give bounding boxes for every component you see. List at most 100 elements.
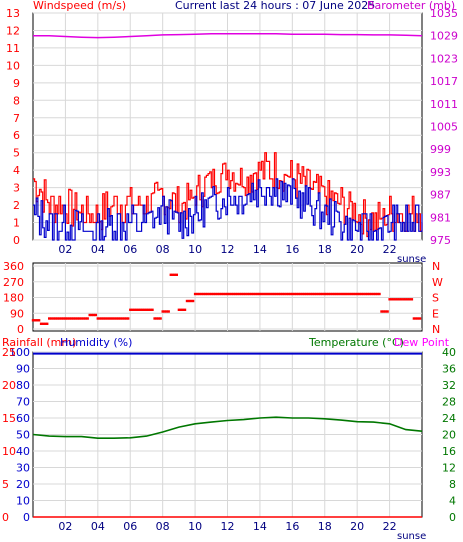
wind-direction-point xyxy=(347,292,351,296)
baro-y-tick-1017: 1017 xyxy=(430,75,458,88)
wind-direction-point xyxy=(289,292,292,296)
wind-direction-point xyxy=(78,317,81,320)
wind-direction-point xyxy=(224,292,227,296)
wind-direction-point xyxy=(402,298,405,301)
rain-y-tick-15: 15 xyxy=(2,412,16,425)
x-axis-labels-top: 02 04 06 08 10 12 14 16 18 20 22 xyxy=(58,243,396,256)
wind-direction-point xyxy=(372,292,375,296)
wind-direction-point xyxy=(362,292,365,296)
wind-direction-point xyxy=(305,292,308,296)
wind-direction-point xyxy=(382,310,385,313)
wind-direction-point xyxy=(74,317,77,320)
x-tick-label-14: 14 xyxy=(253,520,267,533)
wind-direction-point xyxy=(258,292,262,296)
sunset-label-top: sunse xyxy=(397,254,426,265)
wind-direction-point xyxy=(139,308,142,311)
wind-direction-point xyxy=(212,292,215,296)
dir-compass-label-N: N xyxy=(432,323,440,336)
wind-direction-point xyxy=(380,310,383,313)
wind-direction-point xyxy=(238,292,241,296)
wind-direction-point xyxy=(208,292,211,296)
wind-direction-point xyxy=(92,313,95,317)
wind-direction-point xyxy=(368,292,371,296)
wind-direction-point xyxy=(248,292,251,296)
wind-direction-point xyxy=(366,292,369,296)
x-tick-label-04: 04 xyxy=(91,243,105,256)
temp-y-tick-20: 20 xyxy=(442,429,456,442)
temp-y-tick-32: 32 xyxy=(442,379,456,392)
baro-y-tick-1023: 1023 xyxy=(430,52,458,65)
dewpoint-axis-title: Dew Point xyxy=(394,336,450,349)
wind-direction-point xyxy=(44,322,47,325)
wind-direction-point xyxy=(262,292,266,296)
rain-y-tick-25: 25 xyxy=(2,346,16,359)
wind-direction-point xyxy=(349,292,353,296)
wind-direction-point xyxy=(339,292,343,296)
x-tick-label-02: 02 xyxy=(58,520,72,533)
wind-y-tick-9: 9 xyxy=(13,77,20,90)
wind-direction-point xyxy=(118,317,122,320)
wind-direction-point xyxy=(283,292,286,296)
wind-direction-point xyxy=(264,292,268,296)
rain-y-tick-0: 0 xyxy=(2,511,9,524)
humidity-y-tick-40: 40 xyxy=(16,445,30,458)
wind-direction-point xyxy=(163,310,166,313)
wind-direction-point xyxy=(181,308,185,311)
wind-direction-point xyxy=(183,308,187,311)
wind-direction-point xyxy=(325,292,328,296)
wind-direction-point xyxy=(240,292,243,296)
rain-y-tick-20: 20 xyxy=(2,379,16,392)
wind-direction-point xyxy=(112,317,116,320)
wind-direction-point xyxy=(232,292,235,296)
series-temperature-line xyxy=(32,416,423,439)
temp-y-tick-40: 40 xyxy=(442,346,456,359)
wind-direction-point xyxy=(285,292,288,296)
wind-direction-point xyxy=(50,317,53,320)
plot-layer: 0123456789101112139759819879939991005101… xyxy=(2,7,458,524)
wind-direction-point xyxy=(54,317,57,320)
wind-direction-point xyxy=(323,292,326,296)
wind-y-tick-4: 4 xyxy=(13,164,20,177)
baro-y-tick-1005: 1005 xyxy=(430,121,458,134)
x-tick-label-08: 08 xyxy=(156,243,170,256)
temp-y-tick-36: 36 xyxy=(442,363,456,376)
wind-direction-point xyxy=(102,317,106,320)
wind-direction-point xyxy=(129,308,132,311)
wind-direction-point xyxy=(149,308,152,311)
wind-direction-point xyxy=(204,292,207,296)
wind-direction-point xyxy=(84,317,87,320)
wind-y-tick-11: 11 xyxy=(6,42,20,55)
wind-direction-point xyxy=(398,298,401,301)
wind-direction-point xyxy=(191,299,195,303)
wind-direction-point xyxy=(291,292,294,296)
x-tick-label-18: 18 xyxy=(318,243,332,256)
x-tick-label-08: 08 xyxy=(156,520,170,533)
wind-direction-point xyxy=(120,317,124,320)
wind-direction-point xyxy=(161,310,164,313)
wind-direction-point xyxy=(70,317,73,320)
humidity-axis-title: Humidity (%) xyxy=(60,336,132,349)
wind-direction-point xyxy=(230,292,233,296)
wind-direction-point xyxy=(327,292,330,296)
x-tick-label-20: 20 xyxy=(350,243,364,256)
wind-direction-point xyxy=(157,317,160,320)
wind-direction-point xyxy=(254,292,258,296)
wind-direction-point xyxy=(364,292,367,296)
wind-y-tick-3: 3 xyxy=(13,182,20,195)
wind-y-tick-8: 8 xyxy=(13,94,20,107)
humidity-y-tick-70: 70 xyxy=(16,396,30,409)
wind-direction-point xyxy=(384,310,387,313)
wind-direction-point xyxy=(418,317,422,320)
wind-direction-point xyxy=(400,298,403,301)
dir-y-tick-270: 270 xyxy=(3,276,24,289)
baro-y-tick-987: 987 xyxy=(430,189,451,202)
wind-direction-point xyxy=(412,317,416,320)
dir-compass-label-W: W xyxy=(432,276,443,289)
wind-direction-point xyxy=(52,317,55,320)
wind-direction-point xyxy=(133,308,136,311)
wind-direction-point xyxy=(281,292,284,296)
wind-direction-point xyxy=(177,308,181,311)
rainfall-axis-title: Rainfall (mm) xyxy=(2,336,76,349)
wind-direction-point xyxy=(58,317,61,320)
wind-direction-point xyxy=(250,292,253,296)
